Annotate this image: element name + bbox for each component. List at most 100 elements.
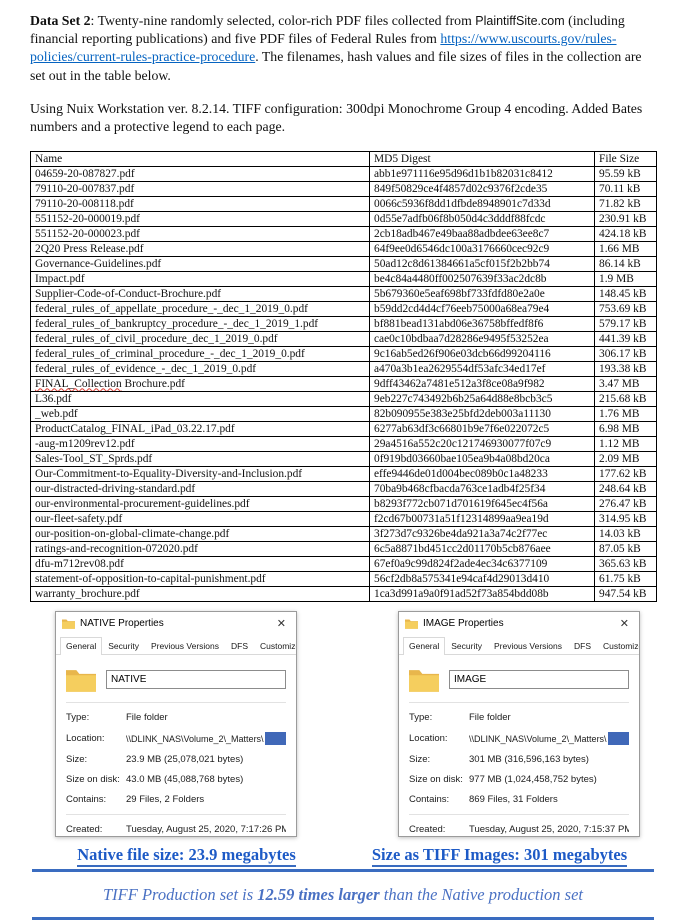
folder-name-input[interactable] [106, 670, 286, 690]
size-label: Size: [66, 754, 88, 766]
type-label: Type: [409, 712, 433, 724]
image-properties-dialog: IMAGE Properties ✕ General Security Prev… [398, 611, 640, 838]
folder-name-input[interactable] [449, 670, 629, 690]
table-row: 551152-20-000019.pdf 0d55e7adfb06f8b050d4… [30, 211, 657, 228]
divider [409, 814, 629, 816]
md5-cell: 0d55e7adfb06f8b050d4c3dddf88fcdc [369, 211, 595, 228]
folder-icon [62, 619, 75, 629]
file-name-cell: 551152-20-000023.pdf [30, 226, 370, 243]
native-dialog-titlebar[interactable]: NATIVE Properties ✕ [56, 612, 296, 635]
native-size-caption: Native file size: 23.9 megabytes [77, 845, 296, 868]
table-row: 551152-20-000023.pdf 2cb18adb467e49baa88a… [30, 226, 657, 243]
tab-previous-versions[interactable]: Previous Versions [493, 641, 563, 652]
table-row: our-distracted-driving-standard.pdf 70ba9… [30, 481, 657, 498]
file-name-cell: -aug-m1209rev12.pdf [30, 436, 370, 453]
md5-cell: 5b679360e5eaf698bf733fdfd80e2a0e [369, 286, 595, 303]
size-value: 23.9 MB (25,078,021 bytes) [126, 754, 244, 766]
size-label: Size: [409, 754, 431, 766]
image-dialog-tabs: General Security Previous Versions DFS C… [399, 634, 640, 656]
md5-cell: 3f273d7c9326be4da921a3a74c2f77ec [369, 526, 595, 543]
table-row: 04659-20-087827.pdf abb1e971116e95d96d1b1… [30, 166, 657, 183]
file-size-cell: 95.59 kB [594, 166, 657, 183]
divider [32, 869, 654, 873]
md5-cell: bf881bead131abd06e36758bffedf8f6 [369, 316, 595, 333]
md5-cell: f2cd67b00731a51f12314899aa9ea19d [369, 511, 595, 528]
image-general-tab-page: Type: File folder Location: \\DLINK_NAS\Vo… [399, 655, 639, 836]
tab-general[interactable]: General [60, 637, 103, 656]
contains-value: 869 Files, 31 Folders [469, 794, 558, 806]
file-size-cell: 248.64 kB [594, 481, 657, 498]
file-name-cell: ProductCatalog_FINAL_iPad_03.22.17.pdf [30, 421, 370, 438]
md5-cell: 56cf2db8a575341e94caf4d29013d410 [369, 571, 595, 588]
table-row: federal_rules_of_civil_procedure_dec_1_2… [30, 331, 657, 348]
file-size-cell: 753.69 kB [594, 301, 657, 318]
tab-security[interactable]: Security [108, 641, 139, 652]
file-size-cell: 61.75 kB [594, 571, 657, 588]
md5-cell: 6c5a8871bd451cc2d01170b5cb876aee [369, 541, 595, 558]
file-name-cell: Sales-Tool_ST_Sprds.pdf [30, 451, 370, 468]
md5-cell: b59dd2cd4d4cf76eeb75000a68ea79e4 [369, 301, 595, 318]
file-size-cell: 177.62 kB [594, 466, 657, 483]
file-name-cell: 551152-20-000019.pdf [30, 211, 370, 228]
close-icon[interactable]: ✕ [619, 617, 629, 630]
size-on-disk-label: Size on disk: [409, 774, 463, 786]
tab-dfs[interactable]: DFS [574, 641, 592, 652]
file-name-cell: dfu-m712rev08.pdf [30, 556, 370, 573]
file-name-cell: Supplier-Code-of-Conduct-Brochure.pdf [30, 286, 370, 303]
tab-dfs[interactable]: DFS [231, 641, 249, 652]
column-header-filesize: File Size [594, 151, 657, 168]
file-name-cell: statement-of-opposition-to-capital-punis… [30, 571, 370, 588]
table-row: Supplier-Code-of-Conduct-Brochure.pdf 5b6… [30, 286, 657, 303]
md5-cell: 0066c5936f8dd1dfbde8948901c7d33d [369, 196, 595, 213]
tab-security[interactable]: Security [451, 641, 482, 652]
table-row: federal_rules_of_criminal_procedure_-_de… [30, 346, 657, 363]
file-size-cell: 947.54 kB [594, 586, 657, 603]
redaction-box [264, 732, 286, 746]
md5-cell: 9eb227c743492b6b25a64d88e8bcb3c5 [369, 391, 595, 408]
intro-text-2: (including financial reporting publicati… [30, 13, 625, 47]
file-name-cell: our-distracted-driving-standard.pdf [30, 481, 370, 498]
tab-previous-versions[interactable]: Previous Versions [150, 641, 220, 652]
tab-general[interactable]: General [403, 637, 446, 656]
created-label: Created: [409, 824, 446, 836]
table-row: 2Q20 Press Release.pdf 64f9ee0d6546dc100a… [30, 241, 657, 258]
md5-cell: 6277ab63df3c66801b9e7f6e022072c5 [369, 421, 595, 438]
tiff-size-caption: Size as TIFF Images: 301 megabytes [371, 845, 628, 868]
size-value: 301 MB (316,596,163 bytes) [469, 754, 589, 766]
md5-cell: 1ca3d991a9a0f91ad52f73a854bdd08b [369, 586, 595, 603]
intro-text-3: . The filenames, hash values and file si… [30, 49, 642, 83]
file-size-cell: 14.03 kB [594, 526, 657, 543]
image-dialog-titlebar[interactable]: IMAGE Properties ✕ [399, 612, 639, 635]
size-on-disk-value: 977 MB (1,024,458,752 bytes) [469, 774, 597, 786]
tab-customize[interactable]: Customize [260, 641, 297, 652]
intro-paragraph: Data Set 2: Twenty-nine randomly selecte… [30, 12, 656, 85]
tab-customize[interactable]: Customize [603, 641, 640, 652]
contains-value: 29 Files, 2 Folders [126, 794, 205, 806]
size-on-disk-value: 43.0 MB (45,088,768 bytes) [126, 774, 244, 786]
table-row: dfu-m712rev08.pdf 67ef0a9c99d824f2ade4ec3… [30, 556, 657, 573]
file-name-cell: Governance-Guidelines.pdf [30, 256, 370, 273]
md5-cell: be4c84a4480ff002507639f33ac2dc8b [369, 271, 595, 288]
file-size-cell: 230.91 kB [594, 211, 657, 228]
file-name-cell: federal_rules_of_bankruptcy_procedure_-_… [30, 316, 370, 333]
close-icon[interactable]: ✕ [276, 617, 286, 630]
file-size-cell: 87.05 kB [594, 541, 657, 558]
location-label: Location: [409, 733, 448, 745]
file-name-cell: warranty_brochure.pdf [30, 586, 370, 603]
table-header-row: Name MD5 Digest File Size [30, 151, 657, 168]
table-row: Our-Commitment-to-Equality-Diversity-and… [30, 466, 657, 483]
uscourts-link[interactable]: https://www.uscourts.gov/rules-policies/… [30, 31, 617, 65]
file-name-cell: federal_rules_of_criminal_procedure_-_de… [30, 346, 370, 363]
md5-cell: 9c16ab5ed26f906e03dcb66d99204116 [369, 346, 595, 363]
file-size-cell: 86.14 kB [594, 256, 657, 273]
table-row: our-fleet-safety.pdf f2cd67b00731a51f1231… [30, 511, 657, 528]
folder-icon [405, 619, 418, 629]
file-name-cell: federal_rules_of_evidence_-_dec_1_2019_0… [30, 361, 370, 378]
file-size-cell: 365.63 kB [594, 556, 657, 573]
type-label: Type: [66, 712, 90, 724]
table-row: statement-of-opposition-to-capital-punis… [30, 571, 657, 588]
file-size-cell: 579.17 kB [594, 316, 657, 333]
md5-cell: 29a4516a552c20c121746930077f07c9 [369, 436, 595, 453]
file-size-cell: 441.39 kB [594, 331, 657, 348]
